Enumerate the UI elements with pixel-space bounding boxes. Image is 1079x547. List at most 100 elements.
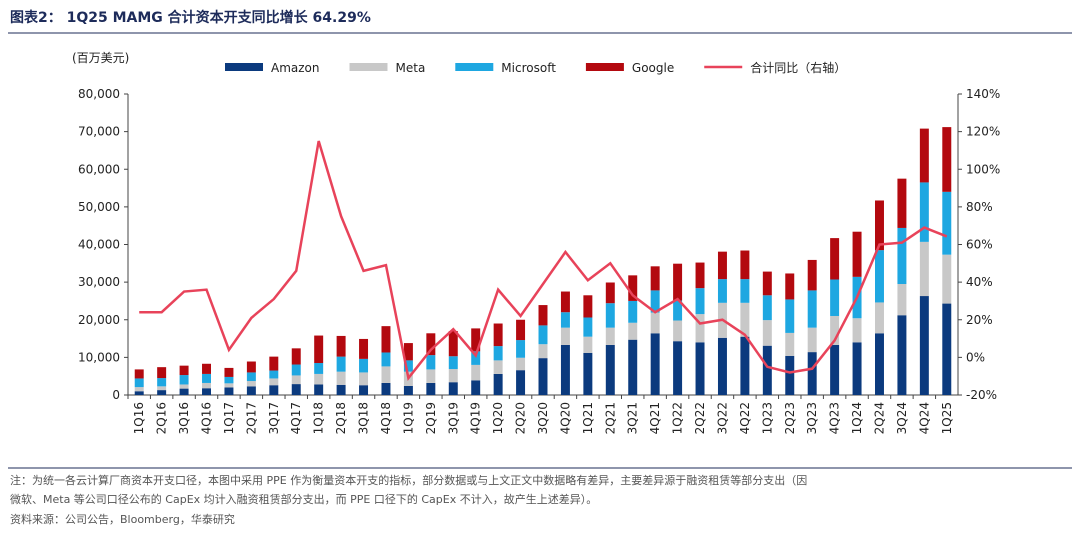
bar	[897, 284, 907, 316]
bar	[314, 373, 324, 385]
bar	[179, 365, 189, 376]
bar	[493, 373, 503, 395]
y-tick-label: 50,000	[78, 200, 120, 214]
bar	[785, 299, 795, 333]
x-tick-label: 2Q17	[244, 402, 258, 434]
bar	[269, 356, 279, 371]
bar	[426, 355, 436, 370]
bar	[942, 191, 952, 255]
bar	[134, 391, 144, 395]
x-tick-label: 4Q16	[200, 402, 214, 434]
x-tick-label: 2Q21	[603, 402, 617, 434]
bar	[269, 385, 279, 395]
bar	[605, 344, 615, 395]
bar	[830, 279, 840, 316]
bar	[538, 344, 548, 359]
legend-swatch	[585, 63, 624, 71]
x-tick-label: 2Q22	[693, 402, 707, 434]
bar	[426, 369, 436, 383]
bar	[448, 382, 458, 395]
bar	[740, 302, 750, 337]
x-tick-label: 3Q17	[267, 402, 281, 434]
bar	[673, 300, 683, 321]
bar	[628, 300, 638, 323]
bar	[628, 322, 638, 340]
x-tick-label: 2Q18	[334, 402, 348, 434]
bar	[224, 383, 234, 388]
y-tick-label: 80,000	[78, 87, 120, 101]
bar	[516, 319, 526, 341]
y2-tick-label: 140%	[966, 87, 1000, 101]
bar	[179, 388, 189, 395]
bar	[269, 378, 279, 386]
bar	[695, 314, 705, 343]
bar	[134, 387, 144, 392]
bar	[224, 367, 234, 377]
bar	[717, 251, 727, 280]
bar	[785, 273, 795, 300]
bar	[224, 376, 234, 384]
bar	[560, 344, 570, 395]
bar	[336, 356, 346, 372]
bar	[246, 381, 256, 387]
bar	[493, 323, 503, 347]
bar	[471, 380, 481, 395]
bar	[471, 328, 481, 352]
bar	[560, 291, 570, 313]
bar	[852, 318, 862, 343]
x-tick-label: 4Q24	[917, 402, 931, 434]
y2-tick-label: 0%	[966, 350, 985, 364]
bar	[538, 305, 548, 326]
bar	[157, 378, 167, 387]
bar	[650, 312, 660, 334]
bar	[762, 271, 772, 296]
bar	[740, 336, 750, 395]
bar	[830, 315, 840, 345]
bar	[673, 341, 683, 395]
x-tick-label: 1Q22	[671, 402, 685, 434]
bar	[157, 390, 167, 395]
bar	[179, 384, 189, 389]
bar	[246, 372, 256, 382]
x-tick-label: 1Q19	[401, 402, 415, 434]
bar	[897, 178, 907, 228]
bar	[673, 263, 683, 301]
bar	[202, 373, 211, 383]
bar	[359, 372, 369, 386]
bar	[628, 275, 638, 301]
bar	[493, 346, 503, 361]
y2-tick-label: 40%	[966, 275, 993, 289]
bar	[807, 259, 817, 291]
bar	[336, 335, 346, 357]
y-tick-label: 10,000	[78, 350, 120, 364]
bar	[807, 352, 817, 395]
x-tick-label: 1Q24	[850, 402, 864, 434]
x-tick-label: 1Q18	[312, 402, 326, 434]
bar	[426, 382, 436, 395]
bar	[381, 352, 391, 367]
legend-label: Microsoft	[501, 61, 556, 75]
bar	[695, 262, 705, 289]
bar	[897, 315, 907, 395]
y2-tick-label: 120%	[966, 125, 1000, 139]
bar	[538, 358, 548, 395]
bar	[695, 288, 705, 315]
bar	[516, 340, 526, 358]
bar	[852, 231, 862, 277]
bar	[314, 363, 324, 374]
bar	[583, 352, 593, 395]
bar	[134, 378, 144, 388]
source: 资料来源：公司公告，Bloomberg，华泰研究	[10, 512, 235, 526]
x-tick-label: 1Q21	[581, 402, 595, 434]
y2-tick-label: 80%	[966, 200, 993, 214]
bar	[359, 358, 369, 373]
bar	[291, 384, 301, 395]
bar	[762, 345, 772, 395]
bar	[448, 331, 458, 357]
bar	[202, 382, 211, 389]
bar	[717, 337, 727, 395]
bar	[762, 320, 772, 346]
legend-swatch	[455, 63, 494, 71]
bar	[246, 386, 256, 395]
bar	[291, 348, 301, 365]
